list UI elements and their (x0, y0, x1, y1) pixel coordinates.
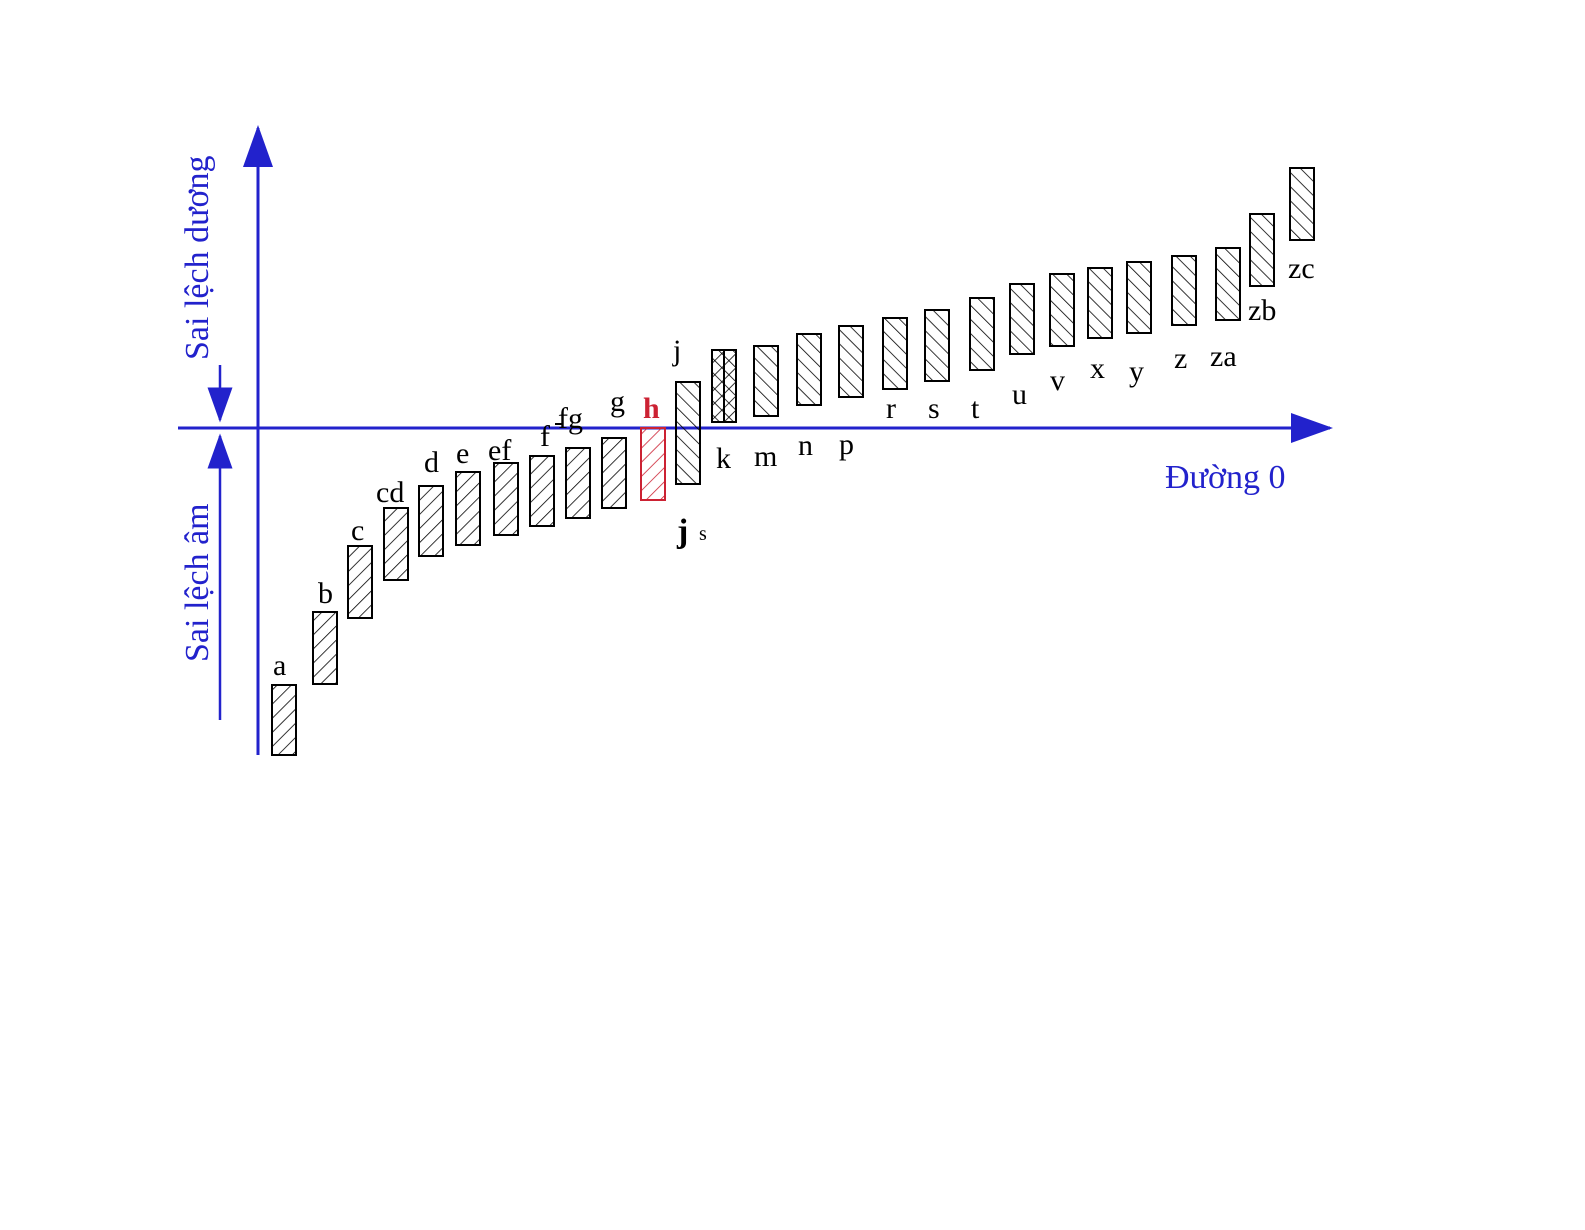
zone-label-a: a (273, 649, 286, 682)
zone-label-r: r (886, 392, 896, 425)
zone-label-z: z (1174, 342, 1187, 375)
zone-label-zb: zb (1248, 294, 1276, 327)
zone-label-h: h (643, 392, 660, 425)
zone-label-n: n (798, 429, 813, 462)
zone-label-cd: cd (376, 476, 404, 509)
zone-label-k: k (716, 442, 731, 475)
zone-box-v (1049, 273, 1075, 347)
zone-box-f (529, 455, 555, 527)
zero-line-label: Đường 0 (1165, 459, 1285, 496)
zone-box-p (838, 325, 864, 398)
zone-label-g: g (610, 385, 625, 418)
zone-box-j (675, 381, 701, 485)
zone-box-e (455, 471, 481, 546)
zone-box-b (312, 611, 338, 685)
zone-box-c (347, 545, 373, 619)
zone-label-za: za (1210, 340, 1237, 373)
zone-label-b: b (318, 577, 333, 610)
zone-box-fg (565, 447, 591, 519)
zone-label-ef: ef (488, 434, 511, 467)
negative-deviation-label: Sai lệch âm (179, 503, 216, 662)
zone-box-u (1009, 283, 1035, 355)
zone-box-d (418, 485, 444, 557)
zone-box-ef (493, 462, 519, 536)
zone-box-x (1087, 267, 1113, 339)
zone-label-t: t (971, 392, 980, 425)
zone-label-d: d (424, 446, 439, 479)
zone-label-v: v (1050, 364, 1065, 397)
zone-label-p: p (839, 428, 854, 461)
zone-box-h (640, 427, 666, 501)
zone-label-y: y (1129, 355, 1144, 388)
zone-label-js: j (676, 513, 688, 550)
zone-box-zb (1249, 213, 1275, 287)
zone-label-m: m (754, 440, 777, 473)
positive-deviation-label: Sai lệch dương (179, 156, 216, 360)
zone-label-u: u (1012, 378, 1027, 411)
zone-box-z (1171, 255, 1197, 326)
zone-label-x: x (1090, 352, 1105, 385)
zone-label-zc: zc (1288, 252, 1315, 285)
zone-label-js-subscript: s (699, 523, 707, 545)
zone-box-za (1215, 247, 1241, 321)
zone-box-s (924, 309, 950, 382)
zone-label-j: j (672, 334, 681, 367)
zone-box-a (271, 684, 297, 756)
zone-box-zc (1289, 167, 1315, 241)
zone-label-f: f (540, 420, 550, 453)
zone-label-s: s (928, 392, 940, 425)
zone-box-n (796, 333, 822, 406)
zone-box-y (1126, 261, 1152, 334)
zone-box-r (882, 317, 908, 390)
zone-box-m (753, 345, 779, 417)
zone-label-c: c (351, 514, 364, 547)
zone-box-t (969, 297, 995, 371)
zone-box-cd (383, 507, 409, 581)
zone-box-g (601, 437, 627, 509)
zone-label-e: e (456, 437, 469, 470)
zone-label-fg: fg (558, 402, 583, 435)
